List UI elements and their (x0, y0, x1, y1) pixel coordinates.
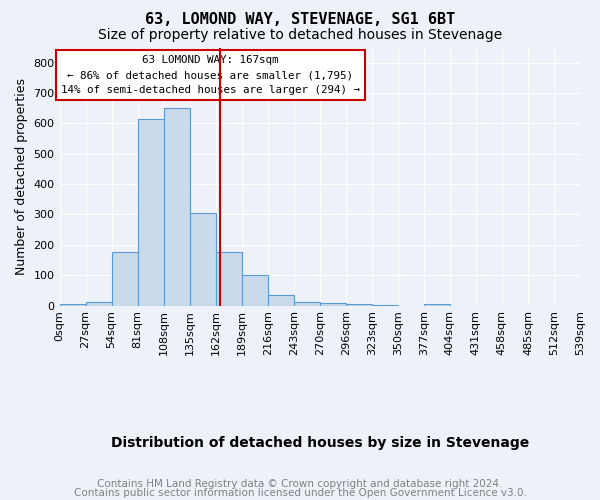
Bar (190, 213, 215, 306)
Bar (424, 304, 450, 306)
Y-axis label: Number of detached properties: Number of detached properties (15, 78, 28, 275)
Bar (86, 302, 112, 306)
Bar (320, 303, 346, 306)
Text: Size of property relative to detached houses in Stevenage: Size of property relative to detached ho… (98, 28, 502, 42)
Bar (268, 295, 294, 306)
Bar (242, 275, 268, 306)
Text: Contains public sector information licensed under the Open Government Licence v3: Contains public sector information licen… (74, 488, 526, 498)
Bar (294, 302, 320, 306)
Bar (346, 304, 372, 306)
Bar (59, 304, 86, 306)
Text: 63 LOMOND WAY: 167sqm
← 86% of detached houses are smaller (1,795)
14% of semi-d: 63 LOMOND WAY: 167sqm ← 86% of detached … (61, 55, 360, 95)
Bar (164, 108, 190, 306)
Bar (215, 252, 242, 306)
Bar (137, 119, 164, 306)
Bar (372, 304, 398, 306)
Text: Contains HM Land Registry data © Crown copyright and database right 2024.: Contains HM Land Registry data © Crown c… (97, 479, 503, 489)
Bar (112, 252, 137, 306)
Text: 63, LOMOND WAY, STEVENAGE, SG1 6BT: 63, LOMOND WAY, STEVENAGE, SG1 6BT (145, 12, 455, 28)
X-axis label: Distribution of detached houses by size in Stevenage: Distribution of detached houses by size … (110, 436, 529, 450)
